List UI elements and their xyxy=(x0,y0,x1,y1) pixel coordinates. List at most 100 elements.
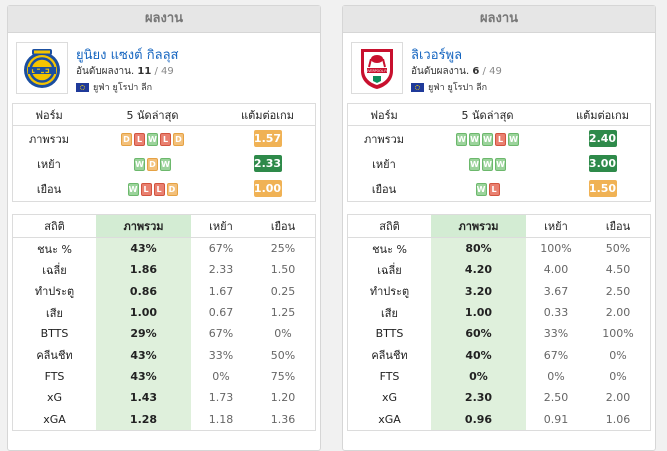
stat-overall: 29% xyxy=(96,323,191,345)
stat-label: xG xyxy=(381,391,398,405)
away-header[interactable]: เยือน xyxy=(586,214,651,238)
stat-away: 2.00 xyxy=(605,306,631,320)
form-table: ฟอร์ม 5 นัดล่าสุด แต้มต่อเกม ภาพรวม W W … xyxy=(347,103,651,202)
result-chip[interactable]: W xyxy=(134,157,145,171)
stat-home: 33% xyxy=(543,327,569,341)
result-chip[interactable]: D xyxy=(121,132,132,146)
stat-away: 4.50 xyxy=(605,263,631,277)
result-chip[interactable]: D xyxy=(166,182,178,196)
competition[interactable]: ยูฟ่า ยูโรปา ลีก xyxy=(76,80,152,94)
form-row-label: เหย้า xyxy=(372,157,396,171)
team-info: ยูนิยง แซงต์ กิลลุส อันดับผลงาน. 11 / 49… xyxy=(8,33,320,99)
home-header[interactable]: เหย้า xyxy=(526,214,586,238)
stat-label: เสีย xyxy=(381,306,398,320)
stat-home: 0.33 xyxy=(543,306,569,320)
team-name-link[interactable]: ยูนิยง แซงต์ กิลลุส xyxy=(76,48,179,63)
result-chip[interactable]: W xyxy=(469,157,480,171)
result-chip[interactable]: W xyxy=(475,182,487,196)
result-chip[interactable]: W xyxy=(482,132,493,146)
panel-header: ผลงาน xyxy=(8,6,320,33)
form-row-overall: ภาพรวม W W W L W 2.40 xyxy=(348,126,651,152)
stat-label: xGA xyxy=(378,412,401,426)
result-chip[interactable]: L xyxy=(488,182,500,196)
eu-flag-icon xyxy=(76,82,89,92)
stat-label: FTS xyxy=(379,369,400,383)
result-chip[interactable]: W xyxy=(508,132,519,146)
stat-away: 0% xyxy=(609,348,627,362)
stat-away: 0.25 xyxy=(270,284,296,298)
competition[interactable]: ยูฟ่า ยูโรปา ลีก xyxy=(411,80,487,94)
stat-overall: 60% xyxy=(431,323,526,345)
competition-label: ยูฟ่า ยูโรปา ลีก xyxy=(93,83,153,93)
result-chip[interactable]: D xyxy=(173,132,184,146)
result-chip[interactable]: L xyxy=(134,132,145,146)
ppg-header: แต้มต่อเกม xyxy=(555,103,651,126)
away-header[interactable]: เยือน xyxy=(251,214,316,238)
result-chip[interactable]: W xyxy=(127,182,139,196)
stats-table: สถิติ ภาพรวม เหย้า เยือน ชนะ % 43% 67% 25% … xyxy=(12,214,316,431)
rank-value: 11 xyxy=(137,66,152,77)
stats-row: คลีนชีท 43% 33% 50% xyxy=(13,344,316,366)
stat-label: เฉลี่ย xyxy=(42,263,67,277)
competition-label: ยูฟ่า ยูโรปา ลีก xyxy=(428,83,488,93)
ppg-badge: 1.57 xyxy=(253,130,282,147)
ppg-badge: 2.40 xyxy=(588,130,617,147)
stats-row: FTS 43% 0% 75% xyxy=(13,365,316,388)
stat-label: เสีย xyxy=(46,306,63,320)
rank-label: อันดับผลงาน. xyxy=(411,66,470,77)
stats-table: สถิติ ภาพรวม เหย้า เยือน ชนะ % 80% 100% 50%… xyxy=(347,214,651,431)
ppg-badge: 1.00 xyxy=(253,180,282,197)
result-chip[interactable]: W xyxy=(482,157,493,171)
stat-label: เฉลี่ย xyxy=(377,263,402,277)
stat-home: 0.67 xyxy=(208,306,234,320)
stat-label: ชนะ % xyxy=(372,242,407,256)
stat-home: 2.50 xyxy=(543,391,569,405)
result-chip[interactable]: L xyxy=(160,132,171,146)
result-chip[interactable]: W xyxy=(469,132,480,146)
stats-row: คลีนชีท 40% 67% 0% xyxy=(348,344,651,366)
stat-home: 33% xyxy=(208,348,234,362)
stat-away: 1.36 xyxy=(270,412,296,426)
stats-row: เสีย 1.00 0.67 1.25 xyxy=(13,301,316,324)
rank-label: อันดับผลงาน. xyxy=(76,66,135,77)
overall-header[interactable]: ภาพรวม xyxy=(431,214,526,238)
result-chip[interactable]: L xyxy=(153,182,165,196)
stat-away: 1.06 xyxy=(605,412,631,426)
result-chip[interactable]: L xyxy=(495,132,506,146)
last5-header: 5 นัดล่าสุด xyxy=(420,103,555,126)
stat-home: 1.18 xyxy=(208,412,234,426)
stat-home: 4.00 xyxy=(543,263,569,277)
result-chip[interactable]: W xyxy=(456,132,467,146)
stat-label: คลีนชีท xyxy=(371,349,408,363)
stats-row: ทำประตู 0.86 1.67 0.25 xyxy=(13,280,316,302)
home-header[interactable]: เหย้า xyxy=(191,214,251,238)
stat-label: ทำประตู xyxy=(34,285,75,299)
form-row-label: เยือน xyxy=(36,182,62,196)
form-header: ฟอร์ม xyxy=(347,103,420,126)
ppg-badge: 1.50 xyxy=(588,180,617,197)
union-sg-crest-icon xyxy=(16,42,68,94)
stat-away: 25% xyxy=(270,242,296,256)
result-chip[interactable]: W xyxy=(147,132,158,146)
stat-away: 100% xyxy=(602,327,634,341)
result-chip[interactable]: W xyxy=(160,157,171,171)
team-panel-liverpool: ผลงาน LIVERPOOL FC ลิเวอร์พูล อันดับผลงา… xyxy=(342,5,656,451)
stat-overall: 2.30 xyxy=(431,387,526,409)
stat-overall: 1.00 xyxy=(431,301,526,324)
stat-overall: 40% xyxy=(431,344,526,366)
form-row-label: ภาพรวม xyxy=(28,132,69,146)
overall-header[interactable]: ภาพรวม xyxy=(96,214,191,238)
stat-home: 0% xyxy=(212,369,230,383)
stat-away: 50% xyxy=(605,242,631,256)
stat-away: 2.50 xyxy=(605,284,631,298)
eu-flag-icon xyxy=(411,82,424,92)
result-chip[interactable]: D xyxy=(147,157,158,171)
stat-overall: 4.20 xyxy=(431,259,526,281)
result-chip[interactable]: W xyxy=(495,157,506,171)
stats-row: เฉลี่ย 1.86 2.33 1.50 xyxy=(13,259,316,281)
stat-overall: 1.43 xyxy=(96,387,191,409)
result-chip[interactable]: L xyxy=(140,182,152,196)
stat-overall: 43% xyxy=(96,237,191,260)
team-name-link[interactable]: ลิเวอร์พูล xyxy=(411,48,463,63)
stats-row: xG 1.43 1.73 1.20 xyxy=(13,387,316,409)
